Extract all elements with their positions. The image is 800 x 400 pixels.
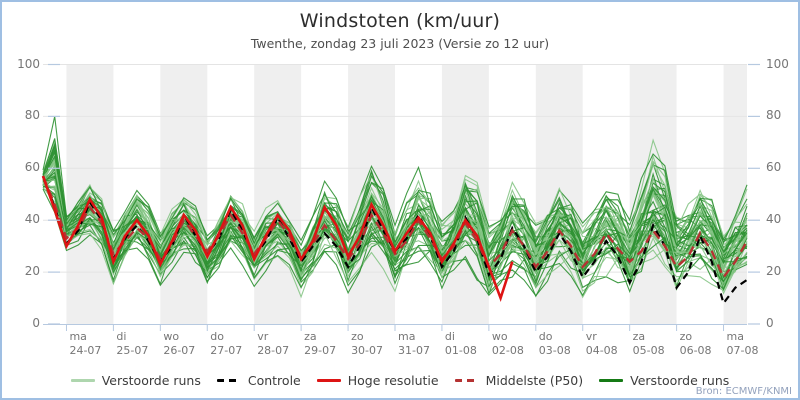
x-axis-label: zo 06-08 [680, 330, 712, 358]
day-band [535, 65, 583, 324]
x-axis-label: ma 31-07 [398, 330, 430, 358]
legend-label: Hoge resolutie [347, 373, 439, 388]
source-credit: Bron: ECMWF/KNMI [695, 386, 792, 397]
day-band [160, 65, 208, 324]
y-axis-label-left: 80 [24, 108, 40, 123]
legend-line-swatch [316, 379, 341, 382]
ensemble-member-line [42, 164, 748, 291]
x-axis-label-date: 06-08 [679, 344, 712, 357]
p50-line [41, 175, 749, 280]
x-axis-label-weekday: zo [679, 330, 693, 343]
y-axis-label-left: 60 [24, 160, 40, 175]
y-axis-label-left: 40 [24, 212, 40, 227]
chart-title: Windstoten (km/uur) [299, 10, 501, 32]
y-axis-label-right: 100 [766, 56, 789, 71]
y-axis-label-left: 0 [32, 316, 40, 330]
y-axis-label-right: 60 [766, 160, 782, 175]
legend-item[interactable]: Hoge resolutie [316, 373, 439, 388]
x-axis-label: vr 04-08 [586, 330, 618, 358]
x-axis-label: za 05-08 [633, 330, 665, 358]
x-axis-label-date: 31-07 [398, 344, 430, 357]
x-axis-label-date: 02-08 [491, 344, 524, 357]
legend-item[interactable]: Verstoorde runs [599, 373, 729, 388]
x-axis-label: wo 26-07 [163, 330, 195, 358]
x-axis-label-date: 24-07 [69, 344, 102, 357]
x-axis-label: do 03-08 [539, 330, 571, 358]
x-axis-label-weekday: do [538, 330, 553, 343]
ensemble-member-line [42, 179, 748, 297]
chart-subtitle: Twenthe, zondag 23 juli 2023 (Versie zo … [250, 36, 550, 51]
x-axis-label: vr 28-07 [257, 330, 289, 358]
x-axis-label-weekday: za [632, 330, 646, 343]
x-axis-label-weekday: zo [351, 330, 364, 343]
x-axis-label-weekday: wo [491, 330, 508, 343]
legend: Verstoorde runs Controle Hoge resolutie Mid… [2, 373, 798, 388]
legend-item[interactable]: Verstoorde runs [70, 373, 201, 388]
x-axis-label-date: 05-08 [632, 344, 665, 357]
x-axis-label-weekday: ma [69, 330, 87, 343]
legend-item[interactable]: Middelste (P50) [454, 373, 584, 388]
x-axis-label-date: 01-08 [444, 344, 477, 357]
legend-label: Verstoorde runs [101, 373, 201, 388]
legend-line-swatch [216, 379, 241, 382]
x-axis-label-weekday: do [210, 330, 224, 343]
x-axis-label-weekday: di [444, 330, 455, 343]
x-axis-label: ma 07-08 [727, 330, 759, 358]
y-axis-label-right: 20 [766, 264, 782, 279]
x-axis-label-date: 03-08 [538, 344, 571, 357]
x-axis-label: zo 30-07 [351, 330, 383, 358]
x-axis-label-weekday: ma [726, 330, 744, 343]
x-axis-label-date: 04-08 [585, 344, 618, 357]
x-axis-label-weekday: vr [585, 330, 597, 343]
x-axis-label: wo 02-08 [492, 330, 524, 358]
x-axis-label-weekday: di [116, 330, 127, 343]
hires-line [41, 175, 514, 303]
legend-item[interactable]: Controle [216, 373, 301, 388]
legend-label: Controle [247, 373, 301, 388]
legend-line-swatch [70, 379, 95, 382]
x-axis-label: do 27-07 [210, 330, 242, 358]
x-axis-label-date: 28-07 [257, 344, 290, 357]
x-axis-label-date: 26-07 [163, 344, 196, 357]
y-axis-label-right: 40 [766, 212, 782, 227]
y-axis-label-right: 0 [766, 316, 774, 330]
x-axis-label-weekday: za [304, 330, 317, 343]
ensemble-member-line [42, 138, 748, 261]
x-axis-label: di 25-07 [116, 330, 148, 358]
x-axis-label: di 01-08 [445, 330, 477, 358]
x-axis-label-date: 25-07 [116, 344, 149, 357]
legend-label: Verstoorde runs [630, 373, 730, 388]
x-axis-label-date: 30-07 [351, 344, 384, 357]
x-axis-label-date: 07-08 [726, 344, 759, 357]
x-axis-label-date: 27-07 [210, 344, 243, 357]
legend-line-swatch [599, 379, 624, 382]
x-axis-label-weekday: ma [398, 330, 416, 343]
legend-label: Middelste (P50) [485, 373, 584, 388]
x-axis-label: ma 24-07 [69, 330, 101, 358]
x-axis-label-weekday: vr [257, 330, 269, 343]
x-axis-label-date: 29-07 [304, 344, 337, 357]
x-axis-label: za 29-07 [304, 330, 336, 358]
x-axis-label-weekday: wo [163, 330, 180, 343]
legend-line-swatch [454, 379, 479, 382]
y-axis-label-right: 80 [766, 108, 782, 123]
day-band [254, 65, 302, 324]
y-axis-label-left: 100 [17, 56, 40, 71]
y-axis-label-left: 20 [24, 264, 40, 279]
